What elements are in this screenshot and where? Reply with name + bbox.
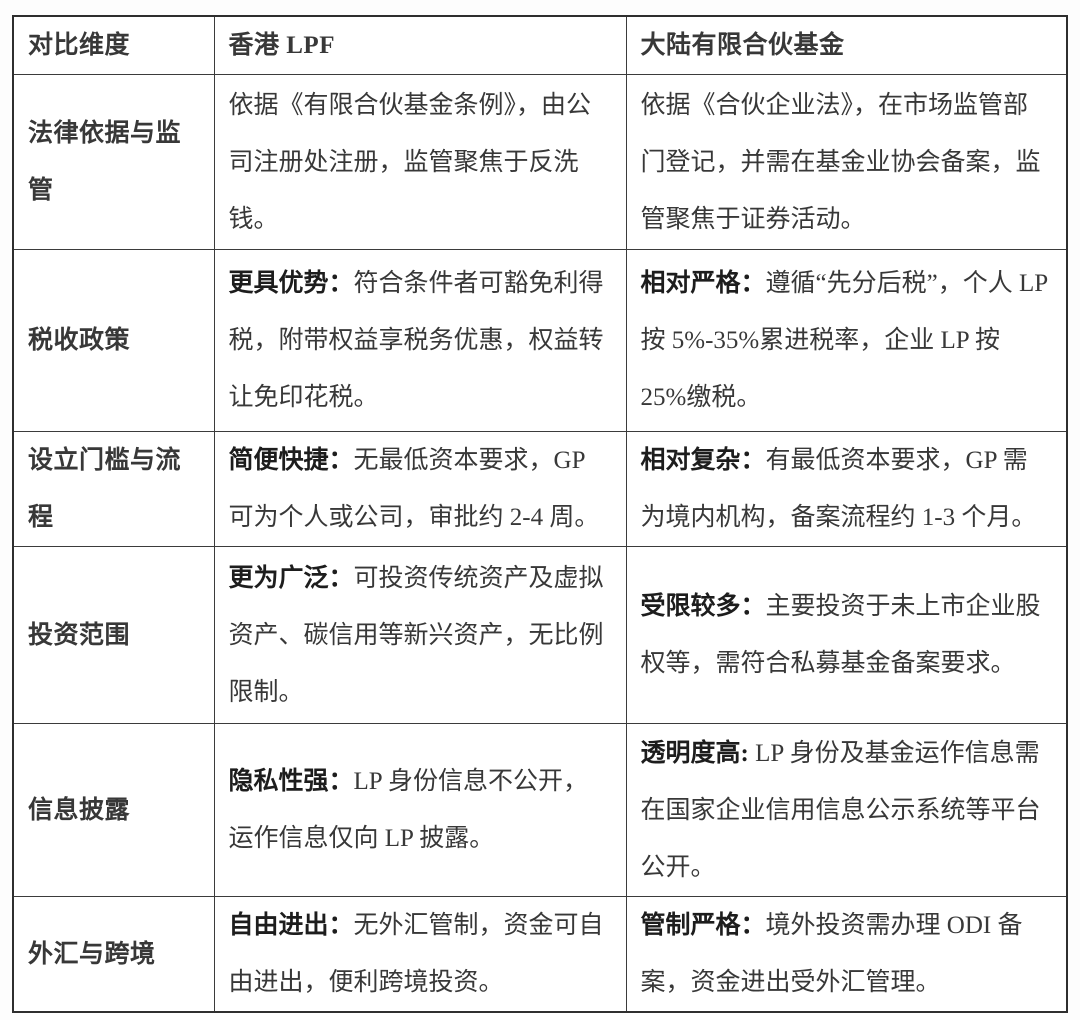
cell-lead: 相对严格： xyxy=(640,270,766,297)
cell-text: 依据《合伙企业法》，在市场监管部门登记，并需在基金业协会备案，监管聚焦于证券活动… xyxy=(640,91,1041,233)
cell-lead: 受限较多： xyxy=(640,593,766,620)
cell-lead: 更具优势： xyxy=(228,270,354,297)
cell-text: LP 身份及基金运作信息需在国家企业信用信息公示系统等平台公开。 xyxy=(640,739,1041,881)
cell-paragraph: 更为广泛：可投资传统资产及虚拟资产、碳信用等新兴资产，无比例限制。 xyxy=(229,550,612,721)
cell-paragraph: 隐私性强：LP 身份信息不公开，运作信息仅向 LP 披露。 xyxy=(229,753,612,867)
cell-text: 符合条件者可豁免利得税，附带权益享税务优惠，权益转让免印花税。 xyxy=(228,270,604,411)
cell-lead: 自由进出： xyxy=(228,912,354,939)
cell-text: 依据《有限合伙基金条例》，由公司注册处注册，监管聚焦于反洗钱。 xyxy=(228,91,592,233)
cell-paragraph: 自由进出：无外汇管制，资金可自由进出，便利跨境投资。 xyxy=(229,897,612,1011)
hk-lpf-cell: 简便快捷：无最低资本要求，GP 可为个人或公司，审批约 2-4 周。 xyxy=(213,431,627,547)
cell-paragraph: 依据《有限合伙基金条例》，由公司注册处注册，监管聚焦于反洗钱。 xyxy=(229,77,612,248)
dimension-cell: 设立门槛与流程 xyxy=(12,431,215,547)
cell-lead: 透明度高: xyxy=(640,739,749,767)
mainland-cell: 相对复杂：有最低资本要求，GP 需为境内机构，备案流程约 1-3 个月。 xyxy=(625,431,1068,547)
cell-text: 遵循“先分后税”，个人 LP 按 5%-35%累进税率，企业 LP 按 25%缴… xyxy=(640,270,1048,411)
mainland-cell: 受限较多：主要投资于未上市企业股权等，需符合私募基金备案要求。 xyxy=(625,546,1068,724)
header-mainland-fund: 大陆有限合伙基金 xyxy=(625,15,1068,75)
cell-text: LP 身份信息不公开，运作信息仅向 LP 披露。 xyxy=(228,768,589,852)
cell-paragraph: 简便快捷：无最低资本要求，GP 可为个人或公司，审批约 2-4 周。 xyxy=(229,432,612,546)
hk-lpf-cell: 隐私性强：LP 身份信息不公开，运作信息仅向 LP 披露。 xyxy=(213,723,627,897)
cell-paragraph: 相对复杂：有最低资本要求，GP 需为境内机构，备案流程约 1-3 个月。 xyxy=(641,432,1053,546)
dimension-cell: 法律依据与监管 xyxy=(12,74,215,250)
dimension-cell: 税收政策 xyxy=(12,249,215,432)
cell-paragraph: 相对严格：遵循“先分后税”，个人 LP 按 5%-35%累进税率，企业 LP 按… xyxy=(641,255,1053,426)
cell-paragraph: 受限较多：主要投资于未上市企业股权等，需符合私募基金备案要求。 xyxy=(641,578,1053,692)
hk-lpf-cell: 自由进出：无外汇管制，资金可自由进出，便利跨境投资。 xyxy=(213,896,627,1013)
hk-lpf-cell: 依据《有限合伙基金条例》，由公司注册处注册，监管聚焦于反洗钱。 xyxy=(213,74,627,250)
cell-lead: 相对复杂： xyxy=(640,447,766,474)
mainland-cell: 依据《合伙企业法》，在市场监管部门登记，并需在基金业协会备案，监管聚焦于证券活动… xyxy=(625,74,1068,250)
cell-text: 有最低资本要求，GP 需为境内机构，备案流程约 1-3 个月。 xyxy=(640,447,1037,531)
hk-lpf-cell: 更为广泛：可投资传统资产及虚拟资产、碳信用等新兴资产，无比例限制。 xyxy=(213,546,627,724)
mainland-cell: 管制严格：境外投资需办理 ODI 备案，资金进出受外汇管理。 xyxy=(625,896,1068,1013)
dimension-cell: 信息披露 xyxy=(12,723,215,897)
table-row-forex: 外汇与跨境 自由进出：无外汇管制，资金可自由进出，便利跨境投资。 管制严格：境外… xyxy=(12,896,1068,1013)
cell-lead: 管制严格： xyxy=(640,912,766,939)
cell-text: 无最低资本要求，GP 可为个人或公司，审批约 2-4 周。 xyxy=(228,447,600,531)
table-row-tax: 税收政策 更具优势：符合条件者可豁免利得税，附带权益享税务优惠，权益转让免印花税… xyxy=(12,249,1068,432)
cell-paragraph: 依据《合伙企业法》，在市场监管部门登记，并需在基金业协会备案，监管聚焦于证券活动… xyxy=(641,77,1053,248)
dimension-cell: 投资范围 xyxy=(12,546,215,724)
comparison-table: 对比维度 香港 LPF 大陆有限合伙基金 法律依据与监管 依据《有限合伙基金条例… xyxy=(12,15,1068,1013)
cell-text: 无外汇管制，资金可自由进出，便利跨境投资。 xyxy=(228,912,604,996)
hk-lpf-cell: 更具优势：符合条件者可豁免利得税，附带权益享税务优惠，权益转让免印花税。 xyxy=(213,249,627,432)
table-row-setup: 设立门槛与流程 简便快捷：无最低资本要求，GP 可为个人或公司，审批约 2-4 … xyxy=(12,431,1068,547)
header-dimension: 对比维度 xyxy=(12,15,215,75)
mainland-cell: 透明度高: LP 身份及基金运作信息需在国家企业信用信息公示系统等平台公开。 xyxy=(625,723,1068,897)
table-row-legal: 法律依据与监管 依据《有限合伙基金条例》，由公司注册处注册，监管聚焦于反洗钱。 … xyxy=(12,74,1068,250)
cell-lead: 更为广泛： xyxy=(228,564,354,592)
cell-lead: 简便快捷： xyxy=(228,447,354,474)
cell-lead: 隐私性强： xyxy=(228,768,354,795)
cell-text: 可投资传统资产及虚拟资产、碳信用等新兴资产，无比例限制。 xyxy=(228,564,604,706)
cell-paragraph: 透明度高: LP 身份及基金运作信息需在国家企业信用信息公示系统等平台公开。 xyxy=(641,725,1053,896)
table-body: 法律依据与监管 依据《有限合伙基金条例》，由公司注册处注册，监管聚焦于反洗钱。 … xyxy=(12,74,1068,1013)
cell-text: 境外投资需办理 ODI 备案，资金进出受外汇管理。 xyxy=(640,912,1023,996)
header-hk-lpf: 香港 LPF xyxy=(213,15,627,75)
dimension-cell: 外汇与跨境 xyxy=(12,896,215,1013)
table-header: 对比维度 香港 LPF 大陆有限合伙基金 xyxy=(12,15,1068,75)
cell-paragraph: 管制严格：境外投资需办理 ODI 备案，资金进出受外汇管理。 xyxy=(641,897,1053,1011)
cell-paragraph: 更具优势：符合条件者可豁免利得税，附带权益享税务优惠，权益转让免印花税。 xyxy=(229,255,612,426)
table-row-disclosure: 信息披露 隐私性强：LP 身份信息不公开，运作信息仅向 LP 披露。 透明度高:… xyxy=(12,723,1068,897)
table-row-investment-scope: 投资范围 更为广泛：可投资传统资产及虚拟资产、碳信用等新兴资产，无比例限制。 受… xyxy=(12,546,1068,724)
mainland-cell: 相对严格：遵循“先分后税”，个人 LP 按 5%-35%累进税率，企业 LP 按… xyxy=(625,249,1068,432)
cell-text: 主要投资于未上市企业股权等，需符合私募基金备案要求。 xyxy=(640,593,1041,677)
header-row: 对比维度 香港 LPF 大陆有限合伙基金 xyxy=(12,15,1068,75)
